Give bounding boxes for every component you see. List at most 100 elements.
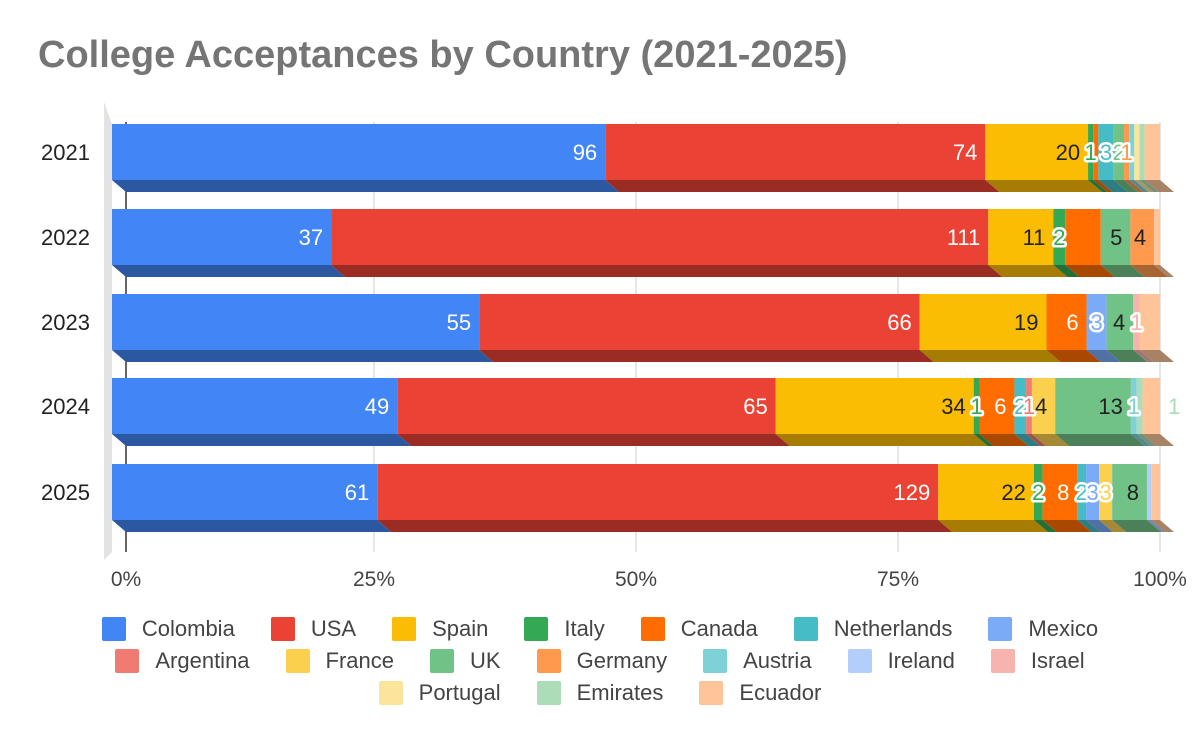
data-label: 2 xyxy=(1014,394,1026,419)
data-label: 2 xyxy=(1076,480,1088,505)
legend-item: Austria xyxy=(703,648,812,674)
legend-swatch xyxy=(430,649,455,673)
bar-depth xyxy=(1086,350,1121,362)
data-label: 2 xyxy=(1053,225,1065,250)
legend-item: Germany xyxy=(536,648,668,674)
bar-depth xyxy=(919,350,1061,362)
data-label: 1 xyxy=(1128,394,1140,419)
bar-depth xyxy=(775,434,988,446)
bar-depth xyxy=(112,265,346,277)
bar xyxy=(1146,464,1152,520)
bar-depth xyxy=(1129,180,1149,192)
x-tick-label: 25% xyxy=(353,568,395,591)
data-label: 20 xyxy=(1056,140,1080,165)
bar-depth xyxy=(1100,265,1145,277)
bar xyxy=(112,124,606,180)
data-label: 11 xyxy=(1023,225,1046,250)
legend-label: Germany xyxy=(576,648,668,673)
data-label: 129 xyxy=(894,480,931,505)
data-label: 2 xyxy=(1113,140,1125,165)
bar-depth xyxy=(1151,520,1174,532)
bar xyxy=(605,124,986,180)
bar xyxy=(1136,378,1143,434)
bar-depth xyxy=(1055,434,1145,446)
data-label: 8 xyxy=(1127,480,1139,505)
bar-depth xyxy=(1154,265,1174,277)
y-tick-label: 2023 xyxy=(41,310,90,335)
bar xyxy=(1098,124,1114,180)
data-label: 1 xyxy=(1120,140,1132,165)
legend-item: Emirates xyxy=(536,680,663,706)
bar xyxy=(1130,378,1137,434)
legend-label: Canada xyxy=(680,616,758,641)
bar-depth xyxy=(1139,350,1174,362)
bar xyxy=(1130,209,1155,265)
legend-label: Italy xyxy=(564,616,605,641)
y-tick-label: 2022 xyxy=(41,225,90,250)
bar-depth xyxy=(1077,520,1101,532)
bar-depth xyxy=(112,350,494,362)
bar xyxy=(1112,464,1147,520)
bar-depth xyxy=(112,434,412,446)
legend-item: Italy xyxy=(524,616,605,642)
data-label: 19 xyxy=(1014,310,1038,335)
bar-depth xyxy=(1088,180,1108,192)
legend-swatch xyxy=(703,649,728,673)
legend-item: Netherlands xyxy=(793,616,953,642)
bar-depth xyxy=(1106,350,1148,362)
legend-item: Ireland xyxy=(847,648,955,674)
data-label: 61 xyxy=(345,480,369,505)
data-label: 111 xyxy=(947,225,980,250)
bar xyxy=(1046,294,1087,350)
bar xyxy=(1088,124,1094,180)
legend-swatch xyxy=(640,617,665,641)
bar xyxy=(1031,378,1056,434)
data-label: 2 xyxy=(1032,480,1044,505)
bar-depth xyxy=(377,520,953,532)
data-label: 3 xyxy=(1090,310,1102,335)
legend-swatch xyxy=(285,649,310,673)
bar xyxy=(1100,209,1131,265)
x-tick-label: 50% xyxy=(615,568,657,591)
legend-swatch xyxy=(988,617,1013,641)
legend-swatch xyxy=(101,617,126,641)
data-label: 1 xyxy=(1131,310,1143,335)
bar xyxy=(112,464,378,520)
bar-depth xyxy=(973,434,994,446)
data-label: 1 xyxy=(970,394,982,419)
y-tick-label: 2021 xyxy=(41,140,90,165)
legend-label: UK xyxy=(470,648,501,673)
bar xyxy=(1014,378,1027,434)
bar xyxy=(919,294,1047,350)
legend-item: Mexico xyxy=(988,616,1098,642)
data-label: 55 xyxy=(447,310,471,335)
bar-depth xyxy=(1112,520,1161,532)
bar-depth xyxy=(1031,434,1070,446)
bar xyxy=(1129,124,1135,180)
y-tick-label: 2024 xyxy=(41,394,90,419)
legend-label: Argentina xyxy=(155,648,250,673)
data-label: 74 xyxy=(953,140,977,165)
bar-depth xyxy=(938,520,1048,532)
bar-depth xyxy=(1093,180,1113,192)
data-label: 3 xyxy=(1100,140,1112,165)
bar xyxy=(331,209,989,265)
legend-item: Argentina xyxy=(115,648,250,674)
bar xyxy=(377,464,939,520)
data-label: 96 xyxy=(573,140,597,165)
bar-depth xyxy=(1046,350,1101,362)
legend-label: Spain xyxy=(432,616,489,641)
legend-row: Colombia USA Spain Italy Canada Netherlands Me… xyxy=(0,616,1200,642)
bar xyxy=(1086,464,1100,520)
data-label: 1 xyxy=(1168,394,1180,419)
data-label: 34 xyxy=(941,394,965,419)
legend-item: USA xyxy=(270,616,356,642)
legend-label: Netherlands xyxy=(833,616,953,641)
legend-item: Ecuador xyxy=(699,680,821,706)
legend-label: Ecuador xyxy=(739,680,822,705)
bar-depth xyxy=(1133,350,1154,362)
data-label: 3 xyxy=(1100,480,1112,505)
legend-label: France xyxy=(325,648,395,673)
bar xyxy=(979,378,1015,434)
